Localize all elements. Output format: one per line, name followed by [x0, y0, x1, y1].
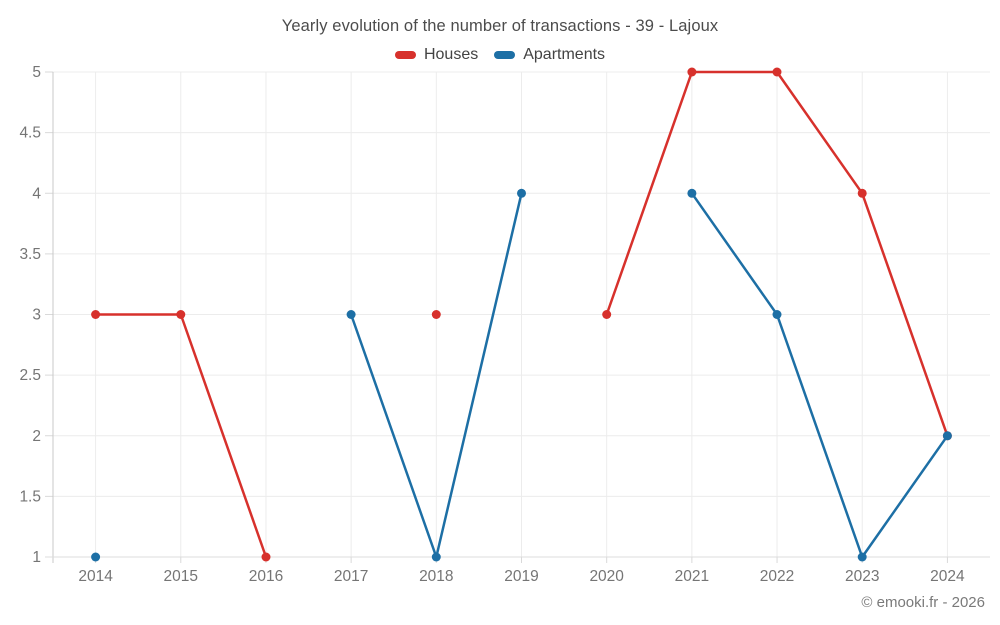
y-axis-label-2.5: 2.5	[19, 367, 41, 384]
x-axis-label-2023: 2023	[845, 568, 879, 585]
x-axis-label-2024: 2024	[930, 568, 965, 585]
data-point-houses-2021[interactable]	[687, 67, 697, 77]
x-axis-label-2016: 2016	[249, 568, 283, 585]
copyright-credit: © emooki.fr - 2026	[861, 594, 985, 611]
y-axis-label-4: 4	[32, 185, 41, 202]
legend-label-apartments: Apartments	[523, 46, 606, 63]
data-point-houses-2023[interactable]	[857, 188, 867, 198]
data-point-apartments-2014[interactable]	[91, 552, 101, 562]
data-point-apartments-2019[interactable]	[517, 188, 526, 198]
x-axis-label-2022: 2022	[760, 568, 794, 585]
y-axis-label-1.5: 1.5	[19, 488, 41, 505]
x-axis-label-2015: 2015	[164, 568, 198, 585]
chart-title: Yearly evolution of the number of transa…	[281, 17, 719, 35]
legend-label-houses: Houses	[423, 46, 479, 63]
legend-swatch-apartments	[494, 51, 516, 59]
y-axis-label-4.5: 4.5	[19, 125, 41, 142]
y-axis-label-2: 2	[32, 428, 41, 445]
data-point-apartments-2018[interactable]	[431, 552, 441, 562]
data-point-apartments-2022[interactable]	[772, 310, 782, 319]
data-point-houses-2015[interactable]	[176, 310, 186, 319]
data-point-houses-2018[interactable]	[431, 310, 441, 319]
x-axis-label-2021: 2021	[675, 568, 709, 585]
data-point-apartments-2023[interactable]	[857, 552, 867, 562]
legend-item-apartments[interactable]: Apartments	[494, 46, 605, 64]
y-axis-label-3: 3	[32, 307, 41, 324]
y-axis-label-3.5: 3.5	[19, 246, 41, 263]
legend-swatch-houses	[394, 51, 416, 59]
data-point-houses-2022[interactable]	[772, 67, 782, 77]
x-axis-label-2020: 2020	[589, 568, 624, 585]
data-point-houses-2016[interactable]	[261, 552, 271, 562]
data-point-houses-2020[interactable]	[602, 310, 612, 319]
x-axis-label-2019: 2019	[504, 568, 538, 585]
data-point-houses-2014[interactable]	[91, 310, 101, 319]
x-axis-label-2017: 2017	[334, 568, 368, 585]
data-point-apartments-2024[interactable]	[942, 431, 952, 441]
data-point-apartments-2017[interactable]	[346, 310, 356, 319]
legend-item-houses[interactable]: Houses	[394, 46, 479, 64]
x-axis-label-2014: 2014	[78, 568, 113, 585]
chart-legend: Houses Apartments	[0, 46, 1000, 64]
y-axis-label-5: 5	[32, 64, 41, 81]
y-axis-label-1: 1	[32, 549, 41, 566]
x-axis-label-2018: 2018	[419, 568, 453, 585]
data-point-apartments-2021[interactable]	[687, 188, 697, 198]
